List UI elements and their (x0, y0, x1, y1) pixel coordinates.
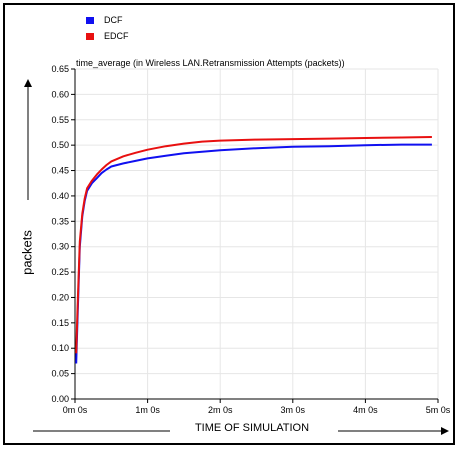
y-tick-label: 0.65 (51, 64, 69, 74)
y-tick-label: 0.00 (51, 394, 69, 404)
legend-swatch-dcf (86, 17, 94, 24)
x-tick-label: 5m 0s (426, 405, 451, 415)
chart-title: time_average (in Wireless LAN.Retransmis… (76, 58, 345, 68)
series-line-dcf (75, 143, 432, 364)
y-tick-label: 0.55 (51, 115, 69, 125)
x-axis-label: TIME OF SIMULATION (194, 422, 310, 434)
legend-item-edcf: EDCF (86, 31, 129, 41)
y-tick-label: 0.10 (51, 343, 69, 353)
y-tick-label: 0.20 (51, 292, 69, 302)
y-tick-label: 0.35 (51, 216, 69, 226)
y-tick-label: 0.30 (51, 242, 69, 252)
x-tick-label: 2m 0s (208, 405, 233, 415)
legend-label-edcf: EDCF (104, 31, 129, 41)
y-tick-label: 0.40 (51, 191, 69, 201)
legend-swatch-edcf (86, 33, 94, 40)
y-tick-label: 0.50 (51, 140, 69, 150)
legend-item-dcf: DCF (86, 15, 123, 25)
chart-frame (3, 3, 455, 445)
y-tick-label: 0.15 (51, 318, 69, 328)
x-tick-label: 0m 0s (63, 405, 88, 415)
x-tick-label: 4m 0s (353, 405, 378, 415)
x-tick-label: 1m 0s (135, 405, 160, 415)
series-line-edcf (75, 136, 432, 354)
y-tick-label: 0.05 (51, 369, 69, 379)
legend-label-dcf: DCF (104, 15, 123, 25)
y-tick-label: 0.45 (51, 166, 69, 176)
y-tick-label: 0.25 (51, 267, 69, 277)
x-tick-label: 3m 0s (281, 405, 306, 415)
y-tick-label: 0.60 (51, 89, 69, 99)
